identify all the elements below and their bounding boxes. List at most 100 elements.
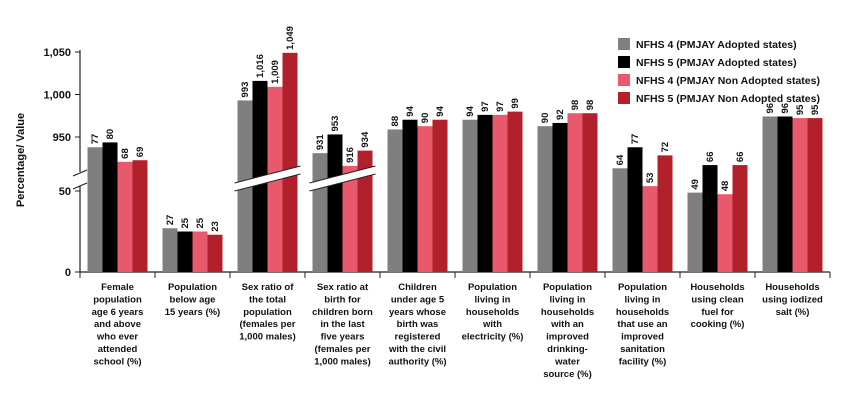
legend-swatch [618,56,630,68]
category-label-line: Population [618,282,667,293]
data-label: 66 [735,152,746,163]
data-label: 53 [645,173,656,184]
category-label-line: cooking (%) [691,319,745,330]
data-label: 953 [330,116,341,132]
data-label: 99 [510,98,521,109]
data-label: 66 [705,152,716,163]
data-label: 96 [765,103,776,114]
category-label-line: 1,000 males) [239,332,296,343]
bar [312,153,328,272]
bar [492,114,508,272]
category-label-line: sanitation [620,344,665,355]
bar [582,113,598,273]
data-label: 25 [180,217,191,228]
category-label-line: years whose [389,307,446,318]
y-tick-label: 1,000 [43,90,71,102]
bar-break-line [309,173,376,192]
bar [132,160,148,272]
category-label-line: living in [625,294,661,305]
bar [162,228,178,272]
data-label: 94 [465,105,476,116]
data-label: 27 [165,215,176,226]
category-label-line: Sex ratio at [317,282,369,293]
bar [357,150,373,272]
category-label-line: using iodized [762,294,823,305]
category-label-line: living in [475,294,511,305]
legend-swatch [618,92,630,104]
category-label-line: registered [395,332,441,343]
data-label: 77 [630,134,641,145]
y-tick-label: 50 [59,186,71,198]
data-label: 25 [195,217,206,228]
data-label: 90 [540,113,551,124]
data-labels: 77 80 68 69 27 25 25 23 993 1,016 1,009 1,049 931 953… [90,26,821,232]
category-label-line: that use an [617,319,667,330]
bar [342,165,358,272]
data-label: 916 [345,147,356,163]
category-label-line: Sex ratio of [242,282,295,293]
bars [87,52,823,273]
data-label: 72 [660,142,671,153]
bar-break-line [234,165,301,184]
category-label: Population below age 15 years (%) [165,282,220,318]
category-label-line: population [243,307,292,318]
category-label-line: who ever [96,332,138,343]
data-label: 98 [570,100,581,111]
bar [807,118,823,272]
bar [207,234,223,272]
bar [792,118,808,272]
legend-swatch [618,38,630,50]
category-label-line: improved [546,332,589,343]
category-label-line: age 6 years [92,307,144,318]
category-label: Sex ratio of the total population (females … [239,282,296,343]
category-label-line: 1,000 males) [314,356,371,367]
bar [87,147,103,272]
y-tick-label: 1,050 [43,47,71,59]
data-label: 92 [555,109,566,120]
legend-label: NFHS 4 (PMJAY Non Adopted states) [636,75,820,87]
legend-label: NFHS 4 (PMJAY Adopted states) [636,39,797,51]
data-label: 94 [405,105,416,116]
bar [777,116,793,272]
category-labels: Female population age 6 years and above who … [92,282,823,380]
category-label-line: Households [765,282,819,293]
data-label: 49 [690,179,701,190]
data-label: 96 [780,103,791,114]
category-label-line: Population [468,282,517,293]
bar-break [234,166,301,191]
data-label: 993 [240,82,251,98]
bar [387,129,403,272]
category-label: Population living in households with electri… [462,282,524,343]
bar-break-line [234,173,301,192]
bar [507,111,523,273]
bar [402,119,418,272]
axis-break-mark [72,169,88,177]
bar [477,114,493,272]
bar [612,168,628,272]
category-label-line: the total [249,294,286,305]
data-label: 69 [135,147,146,158]
bar-break [309,166,376,191]
category-label-line: birth was [397,319,439,330]
category-label-line: source (%) [543,369,592,380]
data-label: 94 [435,105,446,116]
legend-swatch [618,74,630,86]
bar [327,134,343,272]
category-label-line: five years [321,332,365,343]
category-label: Female population age 6 years and above who … [92,282,144,367]
bar [177,231,193,272]
data-label: 98 [585,100,596,111]
category-label-line: below age [170,294,216,305]
bar [567,113,583,273]
data-label: 95 [810,104,821,115]
category-label-line: drinking- [547,344,588,355]
data-label: 90 [420,113,431,124]
category-label: Sex ratio at birth for children born in the… [312,282,373,367]
category-label-line: households [466,307,519,318]
y-tick-label: 0 [65,267,71,279]
bar [102,142,118,272]
category-label: Population living in households that use an… [616,282,669,367]
y-axis-title: Percentage/ Value [15,113,27,207]
bar [762,116,778,272]
category-label: Population living in households with an impr… [541,282,594,380]
